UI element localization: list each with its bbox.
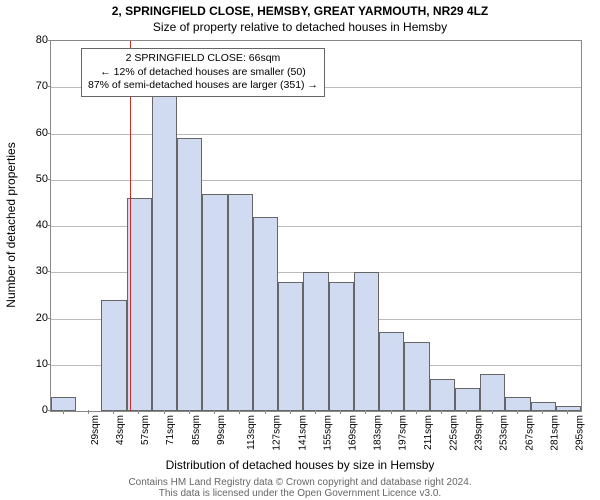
x-tick-mark <box>315 410 316 414</box>
histogram-bar <box>253 217 278 411</box>
y-tick-label: 60 <box>18 127 48 139</box>
y-tick-mark <box>46 179 50 180</box>
histogram-bar <box>379 332 404 411</box>
annotation-line-2: ← 12% of detached houses are smaller (50… <box>88 66 318 80</box>
footer-line-2: This data is licensed under the Open Gov… <box>159 488 441 499</box>
x-tick-label: 225sqm <box>449 415 460 451</box>
histogram-bar <box>177 138 202 411</box>
annotation-line-3: 87% of semi-detached houses are larger (… <box>88 79 318 93</box>
y-tick-mark <box>46 86 50 87</box>
chart-plot-area: 2 SPRINGFIELD CLOSE: 66sqm← 12% of detac… <box>50 40 582 412</box>
x-tick-label: 211sqm <box>423 415 434 450</box>
x-tick-mark <box>113 410 114 414</box>
y-tick-label: 40 <box>18 219 48 231</box>
y-tick-label: 30 <box>18 265 48 277</box>
histogram-bar <box>329 282 354 412</box>
histogram-bar <box>152 83 177 411</box>
x-tick-mark <box>214 410 215 414</box>
histogram-bar <box>455 388 480 411</box>
x-tick-label: 155sqm <box>322 415 333 451</box>
x-tick-label: 169sqm <box>348 415 359 451</box>
y-tick-mark <box>46 133 50 134</box>
histogram-bar <box>430 379 455 411</box>
x-tick-mark <box>542 410 543 414</box>
x-tick-label: 295sqm <box>575 415 586 451</box>
x-tick-label: 85sqm <box>191 415 202 445</box>
x-tick-mark <box>517 410 518 414</box>
x-tick-mark <box>391 410 392 414</box>
histogram-bar <box>51 397 76 411</box>
y-axis-label: Number of detached properties <box>4 142 18 307</box>
histogram-bar <box>404 342 429 411</box>
y-tick-mark <box>46 40 50 41</box>
x-tick-mark <box>441 410 442 414</box>
x-tick-mark <box>340 410 341 414</box>
y-tick-label: 20 <box>18 312 48 324</box>
y-tick-mark <box>46 410 50 411</box>
y-tick-mark <box>46 364 50 365</box>
x-tick-label: 281sqm <box>549 415 560 451</box>
x-tick-label: 197sqm <box>398 415 409 451</box>
x-tick-mark <box>567 410 568 414</box>
histogram-bar <box>278 282 303 412</box>
x-axis-label: Distribution of detached houses by size … <box>0 458 600 472</box>
histogram-bar <box>202 194 227 411</box>
y-tick-label: 10 <box>18 358 48 370</box>
histogram-bar <box>303 272 328 411</box>
x-tick-label: 267sqm <box>524 415 535 451</box>
y-tick-label: 70 <box>18 80 48 92</box>
y-tick-label: 80 <box>18 34 48 46</box>
footer-line-1: Contains HM Land Registry data © Crown c… <box>128 477 471 488</box>
x-tick-mark <box>138 410 139 414</box>
x-tick-label: 43sqm <box>115 415 126 445</box>
x-tick-label: 127sqm <box>272 415 283 451</box>
x-tick-label: 253sqm <box>499 415 510 451</box>
x-tick-label: 57sqm <box>140 415 151 445</box>
x-tick-label: 141sqm <box>297 415 308 451</box>
x-tick-mark <box>290 410 291 414</box>
x-tick-label: 29sqm <box>90 415 101 445</box>
histogram-bar <box>228 194 253 411</box>
x-tick-mark <box>88 410 89 414</box>
x-tick-mark <box>265 410 266 414</box>
y-tick-mark <box>46 318 50 319</box>
chart-subtitle: Size of property relative to detached ho… <box>0 18 600 36</box>
x-tick-mark <box>63 410 64 414</box>
x-tick-label: 71sqm <box>165 415 176 445</box>
x-tick-mark <box>416 410 417 414</box>
footer-attribution: Contains HM Land Registry data © Crown c… <box>0 477 600 499</box>
histogram-bar <box>480 374 505 411</box>
x-tick-mark <box>365 410 366 414</box>
x-tick-mark <box>239 410 240 414</box>
x-tick-label: 239sqm <box>474 415 485 451</box>
histogram-bar <box>354 272 379 411</box>
x-tick-label: 113sqm <box>246 415 257 450</box>
chart-title-address: 2, SPRINGFIELD CLOSE, HEMSBY, GREAT YARM… <box>0 0 600 18</box>
y-tick-label: 50 <box>18 173 48 185</box>
x-tick-mark <box>492 410 493 414</box>
x-tick-mark <box>466 410 467 414</box>
y-tick-mark <box>46 271 50 272</box>
x-tick-mark <box>164 410 165 414</box>
annotation-box: 2 SPRINGFIELD CLOSE: 66sqm← 12% of detac… <box>81 48 325 97</box>
x-tick-mark <box>189 410 190 414</box>
histogram-bar <box>101 300 126 411</box>
y-tick-label: 0 <box>18 404 48 416</box>
x-tick-label: 183sqm <box>373 415 384 451</box>
y-tick-mark <box>46 225 50 226</box>
annotation-line-1: 2 SPRINGFIELD CLOSE: 66sqm <box>88 52 318 66</box>
x-tick-label: 99sqm <box>216 415 227 445</box>
histogram-bar <box>505 397 530 411</box>
